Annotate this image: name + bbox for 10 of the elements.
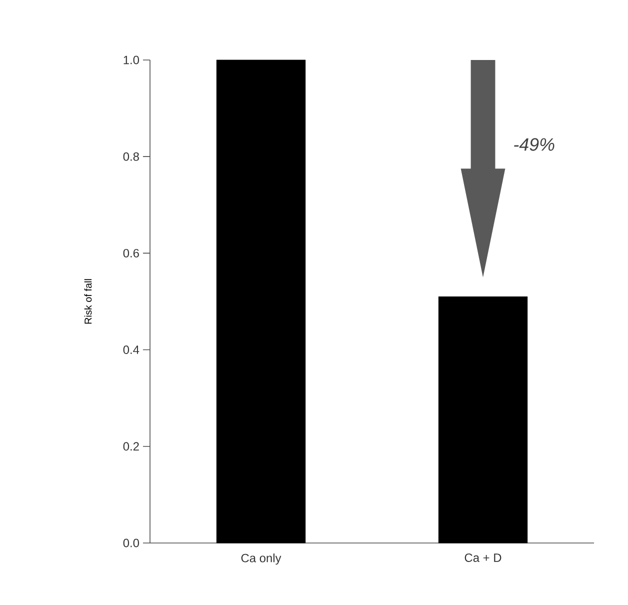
x-tick-label: Ca + D xyxy=(464,554,502,562)
y-tick-label: 0.4 xyxy=(123,346,140,354)
y-tick-label: 0.2 xyxy=(123,442,139,451)
annotation: -49% xyxy=(514,138,554,151)
y-tick-label: 0.0 xyxy=(123,538,140,548)
y-axis-title: Risk of fall xyxy=(84,279,92,324)
y-tick-label: 0.6 xyxy=(123,248,139,258)
x-tick-label: Ca only xyxy=(241,554,282,565)
y-tick-label: 1.0 xyxy=(124,56,140,64)
y-tick-label: 0.8 xyxy=(123,152,139,161)
